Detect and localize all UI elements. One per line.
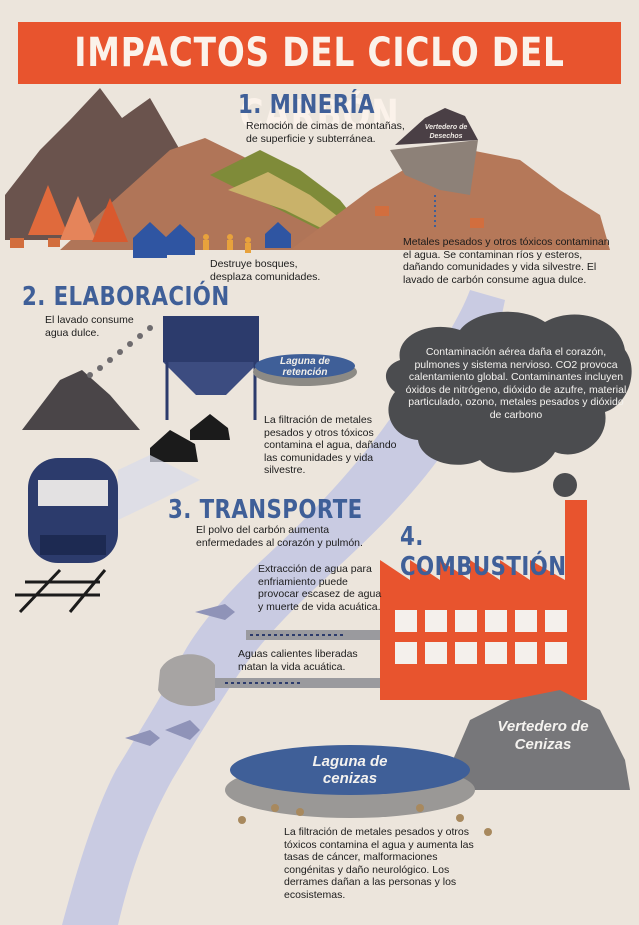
waste-slope: [390, 140, 478, 195]
track: [15, 568, 107, 614]
train-grill: [40, 535, 106, 555]
note-intake: Extracción de agua para enfriamiento pue…: [258, 563, 382, 613]
smoke-cloud: [385, 311, 632, 473]
conveyor: [87, 325, 153, 378]
river: [62, 290, 505, 925]
coal-pile: [22, 370, 140, 430]
ash-dump: [440, 690, 630, 790]
heading-combustion: 4. COMBUSTIÓN: [400, 522, 567, 582]
note-leach: La filtración de metales pesados y otros…: [264, 414, 397, 477]
note-hot-water: Aguas calientes liberadas matan la vida …: [238, 648, 358, 673]
train-window: [38, 480, 108, 506]
note-mineria-top: Remoción de cimas de montañas, de superf…: [246, 120, 405, 145]
mountain-stripes-2: [228, 172, 345, 230]
house: [265, 222, 291, 248]
note-mineria-forest: Destruye bosques, desplaza comunidades.: [210, 258, 321, 283]
factory-windows: [395, 610, 567, 664]
heading-elaboracion: 2. ELABORACIÓN: [22, 282, 230, 312]
leach-drips: [238, 804, 492, 836]
note-mineria-water: Metales pesados y otros tóxicos contamin…: [403, 236, 610, 286]
label-ash-pond: Laguna de cenizas: [312, 753, 388, 787]
hot-water: [158, 654, 215, 707]
note-transporte: El polvo del carbón aumenta enfermedades…: [196, 524, 363, 549]
title-banner: IMPACTOS DEL CICLO DEL CARBÓN: [18, 22, 621, 138]
note-wash: El lavado consume agua dulce.: [45, 314, 134, 339]
stump: [10, 238, 24, 248]
hopper: [163, 316, 259, 362]
heading-transporte: 3. TRANSPORTE: [168, 495, 363, 525]
note-ash: La filtración de metales pesados y otros…: [284, 826, 474, 901]
label-retention-pond: Laguna de retención: [279, 356, 330, 378]
hopper-funnel: [163, 362, 259, 395]
stump: [470, 218, 484, 228]
label-waste: Vertedero de Desechos: [424, 124, 468, 140]
heading-mineria: 1. MINERÍA: [238, 90, 375, 120]
mountain-right: [290, 150, 610, 250]
label-ash-dump: Vertedero de Cenizas: [497, 718, 589, 753]
people: [203, 234, 251, 253]
stump: [375, 206, 389, 216]
smoke-puff: [553, 473, 577, 497]
note-cloud: Contaminación aérea daña el corazón, pul…: [405, 346, 627, 421]
ash-pond-water: [230, 745, 470, 795]
coal-cart: [150, 430, 198, 462]
tree: [28, 185, 68, 235]
tree: [60, 196, 96, 240]
retention-pond-water: [255, 354, 355, 378]
tree: [92, 198, 128, 242]
house: [165, 224, 195, 255]
mountaintop-waste: [395, 108, 478, 145]
page-title: IMPACTOS DEL CICLO DEL CARBÓN: [74, 30, 565, 138]
coal-cart: [190, 414, 230, 440]
mountain-brown: [60, 138, 330, 250]
house: [133, 222, 167, 258]
stump: [48, 238, 60, 247]
factory: [380, 560, 587, 700]
dust-beam: [118, 455, 200, 520]
dead-fish: [125, 604, 235, 746]
